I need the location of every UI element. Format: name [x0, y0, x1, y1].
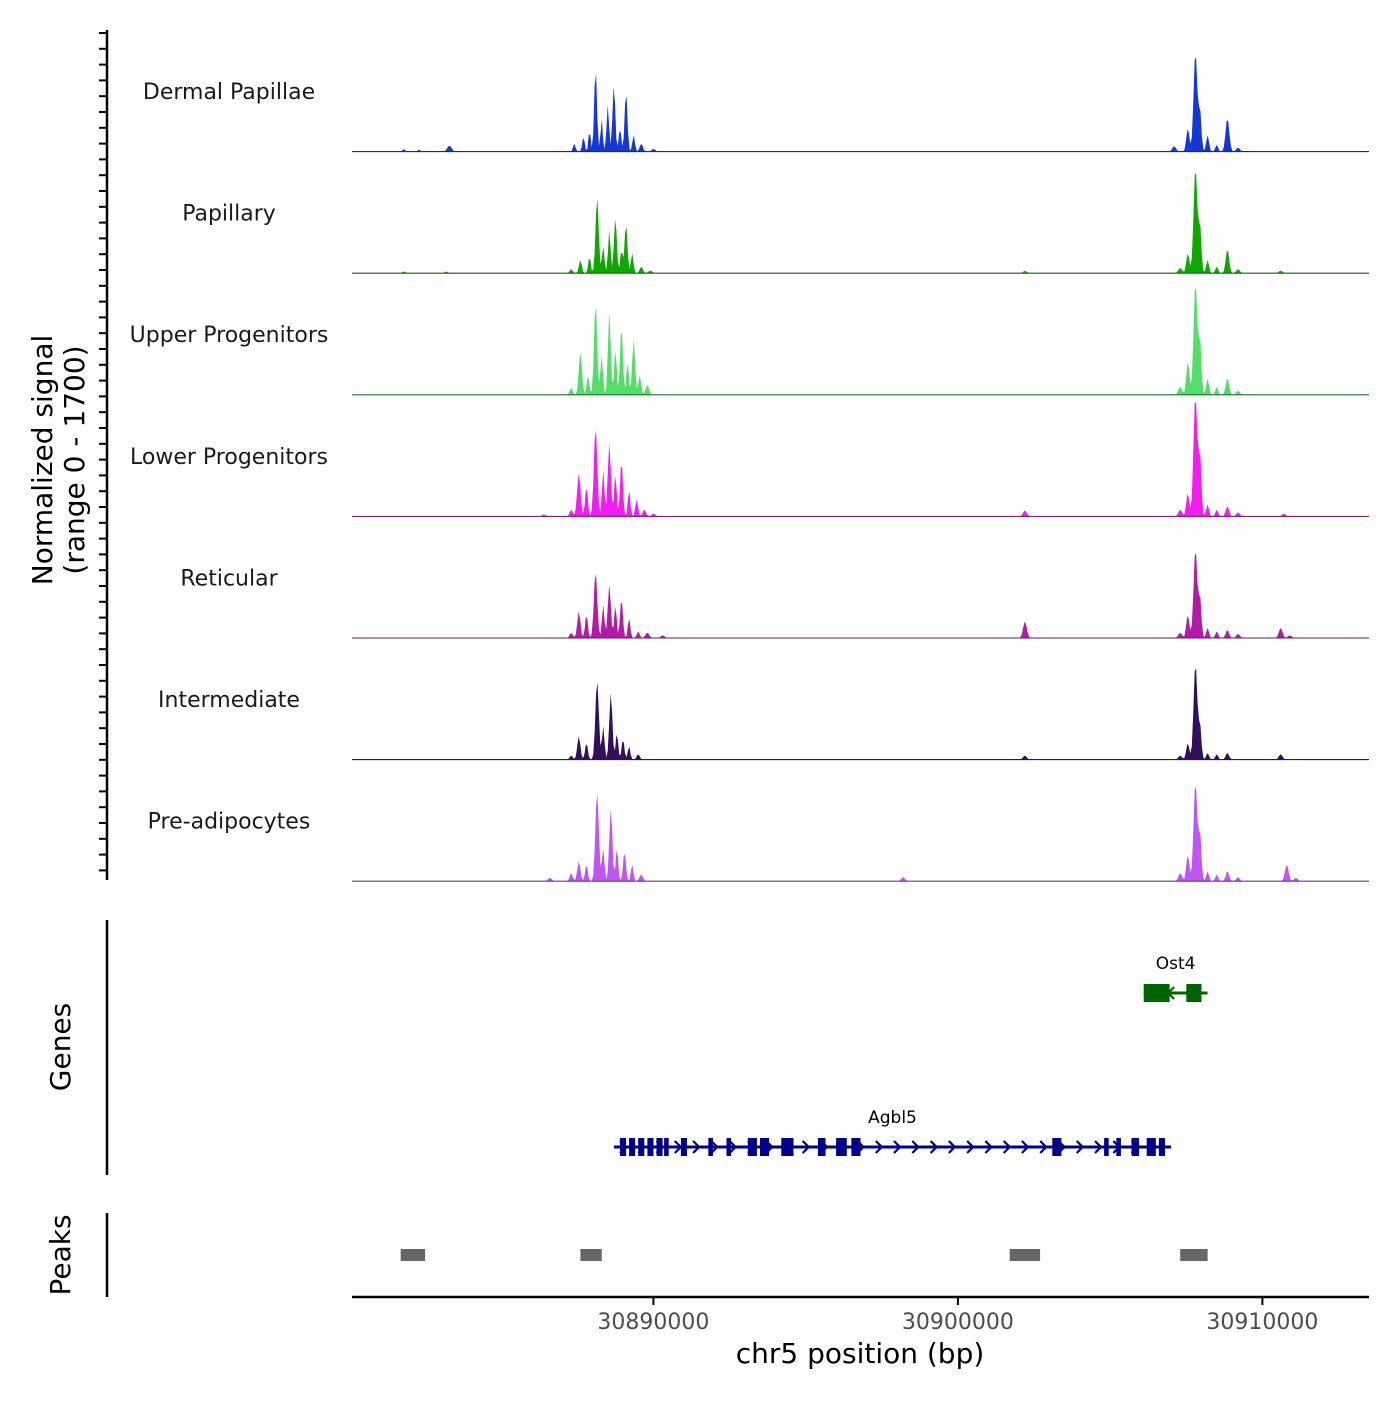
x-tick-label: 30900000 — [902, 1310, 1014, 1335]
strand-arrow — [984, 1140, 993, 1154]
track-label: Intermediate — [158, 688, 300, 713]
gene-model: Ost4 — [1143, 954, 1208, 1002]
coverage-track: Reticular — [180, 553, 1369, 639]
track-label: Pre-adipocytes — [148, 810, 311, 835]
strand-arrow — [875, 1140, 884, 1154]
strand-arrow — [966, 1140, 975, 1154]
gene-exon — [620, 1138, 627, 1156]
track-label: Upper Progenitors — [130, 323, 329, 348]
strand-arrow — [1021, 1140, 1030, 1154]
peak-region — [580, 1249, 602, 1261]
x-ticks: 30890000 30900000 30910000 — [597, 1297, 1318, 1335]
coverage-track: Lower Progenitors — [130, 402, 1369, 517]
coverage-track: Intermediate — [158, 668, 1369, 761]
track-label: Papillary — [182, 202, 276, 227]
strand-arrow — [801, 1140, 811, 1154]
gene-exon — [781, 1138, 794, 1156]
gene-exon — [760, 1138, 770, 1156]
gene-exon — [656, 1138, 663, 1156]
gene-exon — [1052, 1138, 1062, 1156]
gene-exon — [1158, 1138, 1165, 1156]
coverage-area — [352, 57, 1369, 152]
gene-exon — [1104, 1138, 1109, 1156]
peak-region — [1009, 1249, 1041, 1261]
signal-y-axis-range: (range 0 - 1700) — [58, 345, 91, 574]
strand-arrow — [1075, 1140, 1085, 1154]
coverage-area — [352, 668, 1369, 760]
peak-region — [400, 1249, 426, 1261]
coverage-area — [352, 402, 1369, 517]
coverage-area — [352, 786, 1369, 882]
coverage-tracks: Dermal Papillae Papillary Upper Progenitor… — [130, 57, 1369, 882]
gene-exon — [664, 1138, 669, 1156]
coverage-area — [352, 287, 1369, 395]
peak-track — [400, 1249, 1208, 1261]
gene-exon — [1143, 984, 1170, 1002]
gene-exon — [1186, 984, 1202, 1002]
strand-arrow — [929, 1140, 939, 1154]
gene-exon — [647, 1138, 654, 1156]
peak-region — [1180, 1249, 1208, 1261]
strand-arrow — [911, 1140, 920, 1154]
coverage-track: Upper Progenitors — [130, 287, 1369, 396]
gene-exon — [726, 1138, 732, 1156]
x-tick-label: 30890000 — [597, 1310, 709, 1335]
strand-arrow — [1094, 1140, 1103, 1154]
gene-exon — [836, 1138, 847, 1156]
strand-arrow — [728, 1140, 738, 1154]
coverage-track: Papillary — [182, 172, 1369, 274]
gene-exon — [1131, 1138, 1140, 1156]
gene-exon — [629, 1138, 636, 1156]
gene-label: Agbl5 — [868, 1108, 917, 1128]
signal-y-axis — [99, 30, 109, 880]
gene-exon — [1146, 1138, 1156, 1156]
gene-exon — [638, 1138, 645, 1156]
strand-arrow — [1039, 1140, 1048, 1154]
signal-y-axis-title: Normalized signal — [26, 335, 59, 586]
peaks-track-title: Peaks — [44, 1214, 77, 1295]
gene-track: Ost4 Agbl5 — [613, 954, 1208, 1156]
gene-exon — [680, 1138, 687, 1156]
signal-y-ticks — [99, 32, 107, 872]
coverage-area — [352, 553, 1369, 638]
gene-model: Agbl5 — [613, 1108, 1172, 1156]
strand-arrow — [674, 1140, 683, 1154]
track-label: Dermal Papillae — [143, 80, 315, 105]
gene-label: Ost4 — [1156, 954, 1196, 974]
coverage-track: Pre-adipocytes — [148, 786, 1369, 882]
x-axis: 30890000 30900000 30910000 — [352, 1295, 1369, 1335]
x-tick-label: 30910000 — [1206, 1310, 1318, 1335]
track-label: Lower Progenitors — [130, 445, 328, 470]
gene-exon — [708, 1138, 713, 1156]
strand-arrow — [893, 1140, 902, 1154]
coverage-track: Dermal Papillae — [143, 57, 1369, 153]
x-axis-title: chr5 position (bp) — [736, 1337, 985, 1370]
gene-exon — [817, 1138, 826, 1156]
track-label: Reticular — [180, 566, 278, 591]
strand-arrow — [710, 1140, 719, 1154]
gene-exon — [851, 1138, 861, 1156]
genes-track-title: Genes — [44, 1003, 77, 1091]
strand-arrow — [1002, 1140, 1012, 1154]
gene-exon — [747, 1138, 757, 1156]
coverage-area — [352, 172, 1369, 274]
strand-arrow — [948, 1140, 957, 1154]
gene-exon — [1116, 1138, 1121, 1156]
strand-arrow — [692, 1140, 701, 1154]
